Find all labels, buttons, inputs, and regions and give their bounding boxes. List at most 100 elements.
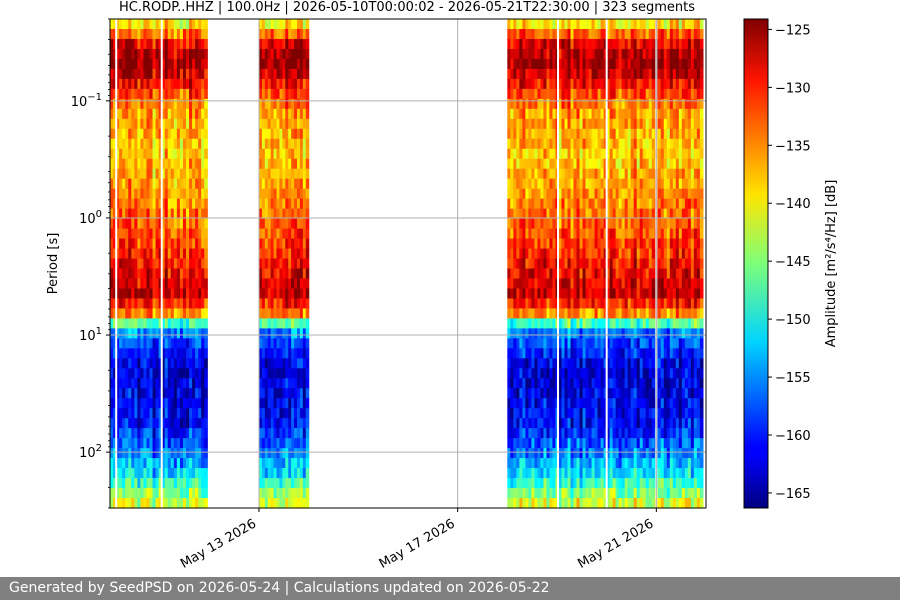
heatmap-cell <box>597 168 602 180</box>
heatmap-cell <box>158 78 163 90</box>
heatmap-cell <box>651 58 656 70</box>
heatmap-cell <box>537 478 542 489</box>
heatmap-cell <box>122 178 126 190</box>
heatmap-cell <box>585 308 590 319</box>
heatmap-cell <box>606 78 611 90</box>
heatmap-cell <box>537 28 542 40</box>
heatmap-cell <box>570 358 575 369</box>
heatmap-cell <box>513 448 517 459</box>
heatmap-cell <box>302 108 307 120</box>
heatmap-cell <box>143 328 148 339</box>
heatmap-cell <box>285 98 289 110</box>
heatmap-cell <box>204 378 208 389</box>
heatmap-cell <box>618 198 623 210</box>
heatmap-cell <box>570 448 575 459</box>
heatmap-cell <box>594 468 599 479</box>
heatmap-cell <box>143 58 148 70</box>
heatmap-cell <box>609 278 614 290</box>
heatmap-cell <box>645 498 650 509</box>
heatmap-cell <box>128 198 132 210</box>
heatmap-cell <box>140 278 145 290</box>
heatmap-cell <box>261 158 266 170</box>
heatmap-cell <box>639 118 644 130</box>
heatmap-cell <box>273 68 278 80</box>
heatmap-cell <box>195 278 199 290</box>
heatmap-cell <box>161 238 166 250</box>
heatmap-cell <box>155 418 160 429</box>
heatmap-cell <box>585 288 590 300</box>
heatmap-cell <box>507 248 511 260</box>
heatmap-cell <box>558 148 563 160</box>
heatmap-cell <box>597 368 602 379</box>
heatmap-cell <box>585 438 590 449</box>
heatmap-cell <box>639 438 644 449</box>
heatmap-cell <box>282 388 286 399</box>
heatmap-cell <box>270 258 275 270</box>
heatmap-cell <box>591 48 596 60</box>
heatmap-cell <box>179 368 184 379</box>
heatmap-cell <box>591 348 596 359</box>
heatmap-cell <box>273 298 278 310</box>
heatmap-cell <box>125 168 129 180</box>
heatmap-cell <box>273 168 278 180</box>
heatmap-cell <box>288 448 292 459</box>
heatmap-cell <box>543 58 548 70</box>
heatmap-cell <box>182 298 187 310</box>
heatmap-cell <box>579 358 584 369</box>
heatmap-cell <box>146 208 151 220</box>
heatmap-cell <box>546 498 551 509</box>
heatmap-cell <box>528 118 532 130</box>
heatmap-cell <box>564 138 569 150</box>
heatmap-cell <box>267 208 272 220</box>
heatmap-cell <box>143 238 148 250</box>
heatmap-cell <box>294 438 298 449</box>
heatmap-cell <box>507 358 511 369</box>
heatmap-cell <box>645 188 650 200</box>
heatmap-cell <box>279 388 283 399</box>
heatmap-cell <box>561 328 566 339</box>
heatmap-cell <box>510 448 514 459</box>
heatmap-cell <box>264 148 269 160</box>
heatmap-cell <box>510 48 514 60</box>
heatmap-cell <box>549 78 554 90</box>
heatmap-cell <box>204 228 208 240</box>
heatmap-cell <box>657 318 662 329</box>
heatmap-cell <box>534 408 539 419</box>
heatmap-cell <box>125 388 129 399</box>
heatmap-cell <box>570 318 575 329</box>
heatmap-cell <box>164 268 169 280</box>
heatmap-cell <box>522 238 526 250</box>
heatmap-cell <box>261 448 266 459</box>
heatmap-cell <box>603 158 608 170</box>
heatmap-cell <box>288 458 292 469</box>
heatmap-cell <box>603 58 608 70</box>
heatmap-cell <box>155 368 160 379</box>
heatmap-cell <box>152 358 157 369</box>
heatmap-cell <box>279 298 283 310</box>
heatmap-cell <box>546 388 551 399</box>
heatmap-cell <box>276 118 281 130</box>
heatmap-cell <box>152 378 157 389</box>
heatmap-cell <box>660 38 665 50</box>
heatmap-cell <box>291 168 295 180</box>
heatmap-cell <box>645 368 650 379</box>
heatmap-cell <box>648 218 653 230</box>
heatmap-cell <box>642 148 647 160</box>
heatmap-cell <box>573 278 578 290</box>
heatmap-cell <box>597 488 602 499</box>
heatmap-cell <box>173 88 178 100</box>
heatmap-cell <box>546 48 551 60</box>
heatmap-cell <box>179 318 184 329</box>
heatmap-cell <box>119 198 123 210</box>
heatmap-cell <box>600 448 605 459</box>
heatmap-cell <box>582 258 587 270</box>
heatmap-cell <box>204 188 208 200</box>
heatmap-cell <box>660 488 665 499</box>
heatmap-cell <box>660 398 665 409</box>
heatmap-cell <box>579 28 584 40</box>
heatmap-cell <box>531 68 536 80</box>
heatmap-cell <box>531 268 536 280</box>
heatmap-cell <box>621 198 626 210</box>
heatmap-cell <box>507 478 511 489</box>
heatmap-cell <box>606 158 611 170</box>
